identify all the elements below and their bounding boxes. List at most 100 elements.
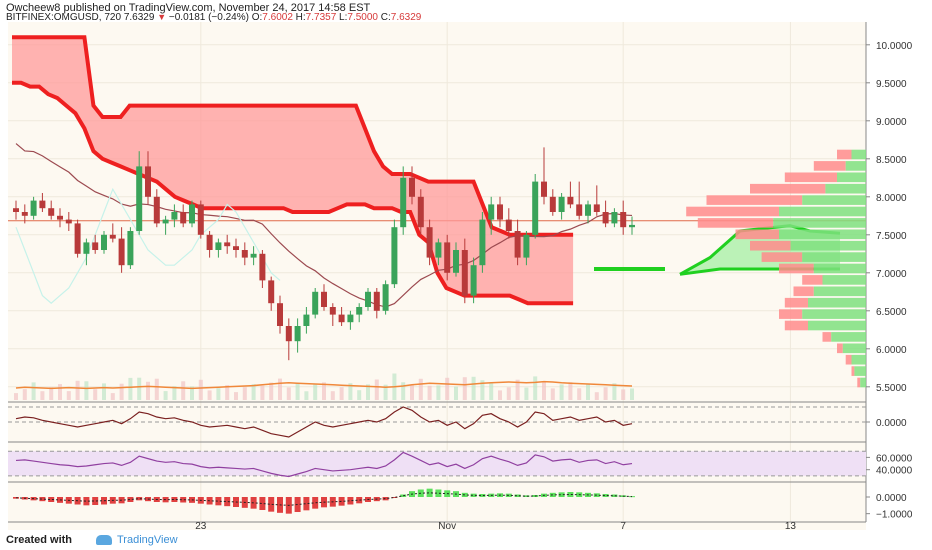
volume-bar bbox=[559, 384, 564, 400]
volume-bar bbox=[630, 388, 634, 400]
volume-bar bbox=[621, 389, 626, 400]
volume-bar bbox=[489, 383, 494, 400]
candle-body bbox=[259, 253, 266, 281]
volume-bar bbox=[84, 381, 89, 400]
profile-bar-up bbox=[837, 172, 866, 183]
volume-bar bbox=[22, 389, 27, 400]
open-label: O: bbox=[251, 12, 263, 23]
volume-bar bbox=[568, 382, 573, 400]
profile-bar-down bbox=[837, 149, 852, 160]
profile-bar-down bbox=[837, 343, 843, 354]
price-change: −0.0181 (−0.24%) bbox=[168, 12, 249, 23]
profile-bar-up bbox=[802, 252, 866, 262]
volume-bar bbox=[172, 386, 177, 400]
profile-bar-down bbox=[750, 240, 791, 251]
high-label: H: bbox=[295, 12, 306, 23]
profile-bar-up bbox=[813, 286, 866, 297]
profile-bar-up bbox=[860, 377, 866, 388]
candle-body bbox=[620, 212, 627, 228]
profile-bar-up bbox=[802, 195, 866, 205]
volume-bar bbox=[154, 378, 159, 400]
candle-body bbox=[567, 196, 574, 205]
candle-body bbox=[285, 326, 292, 342]
histogram-bar bbox=[39, 497, 46, 502]
volume-bar bbox=[515, 379, 520, 400]
tradingview-logo[interactable]: TradingView bbox=[96, 534, 178, 546]
candle-body bbox=[233, 246, 239, 250]
histogram-tick-label: −1.0000 bbox=[876, 510, 913, 521]
volume-bar bbox=[128, 377, 133, 400]
candle-body bbox=[162, 219, 169, 224]
volume-bar bbox=[278, 378, 282, 400]
volume-bar bbox=[207, 390, 212, 400]
volume-bar bbox=[40, 391, 45, 400]
volume-bar bbox=[216, 388, 221, 400]
volume-bar bbox=[603, 387, 608, 400]
time-tick-label: 23 bbox=[195, 521, 207, 530]
histogram-bar bbox=[303, 497, 310, 511]
histogram-bar bbox=[382, 497, 389, 501]
volume-bar bbox=[374, 379, 379, 400]
volume-bar bbox=[418, 378, 423, 400]
histogram-bar bbox=[180, 497, 187, 503]
osc-tick-label: 0.0000 bbox=[876, 418, 907, 429]
histogram-bar bbox=[92, 497, 99, 505]
volume-bar bbox=[322, 382, 326, 400]
price-tick-label: 8.0000 bbox=[876, 193, 907, 204]
histogram-bar bbox=[356, 497, 363, 504]
histogram-bar bbox=[127, 497, 134, 502]
volume-bar bbox=[66, 391, 71, 400]
candle-body bbox=[470, 265, 477, 296]
profile-bar-down bbox=[784, 297, 808, 308]
candle-body bbox=[373, 291, 380, 311]
volume-bar bbox=[410, 385, 414, 400]
volume-bar bbox=[234, 392, 238, 400]
volume-bar bbox=[454, 386, 458, 400]
volume-bar bbox=[75, 380, 80, 400]
histogram-bar bbox=[215, 497, 222, 506]
candle-body bbox=[382, 284, 389, 311]
candle-body bbox=[532, 181, 539, 235]
candle-body bbox=[435, 242, 442, 258]
volume-bar bbox=[49, 387, 54, 400]
volume-bar bbox=[313, 384, 318, 400]
candle-body bbox=[92, 242, 99, 250]
author-name[interactable]: Owcheew8 bbox=[6, 2, 61, 14]
candle-body bbox=[206, 234, 213, 250]
volume-bar bbox=[427, 385, 432, 400]
price-tick-label: 10.0000 bbox=[876, 41, 913, 52]
candle-body bbox=[514, 231, 521, 258]
profile-bar-down bbox=[793, 286, 814, 297]
candle-body bbox=[109, 234, 116, 239]
candle-body bbox=[171, 212, 178, 220]
candle-body bbox=[444, 242, 451, 273]
histogram-bar bbox=[136, 497, 143, 501]
profile-bar-down bbox=[735, 229, 779, 240]
profile-bar-down bbox=[697, 218, 774, 228]
volume-bar bbox=[110, 393, 115, 400]
volume-bar bbox=[366, 384, 370, 400]
volume-pane bbox=[14, 373, 634, 400]
close-value: 7.6329 bbox=[390, 12, 422, 23]
candle-body bbox=[400, 177, 407, 228]
chart-header: Owcheew8 published on TradingView.com, N… bbox=[0, 0, 932, 23]
volume-bar bbox=[181, 381, 186, 400]
profile-bar-down bbox=[761, 252, 803, 262]
volume-bar bbox=[286, 387, 291, 400]
candle-body bbox=[303, 314, 310, 326]
volume-bar bbox=[348, 383, 353, 400]
candle-body bbox=[101, 234, 107, 250]
volume-bar bbox=[594, 392, 599, 400]
candle-body bbox=[127, 231, 134, 266]
profile-bar-up bbox=[802, 309, 866, 319]
close-label: C: bbox=[380, 12, 391, 23]
osc-line bbox=[15, 406, 633, 438]
price-tick-label: 7.5000 bbox=[876, 231, 907, 242]
candle-body bbox=[576, 204, 583, 216]
candle-body bbox=[629, 224, 635, 228]
time-tick-label: Nov bbox=[438, 521, 456, 530]
volume-bar bbox=[533, 376, 538, 400]
chart-area[interactable]: 10.0000 9.5000 9.0000 8.5000 8.0000 7.5000 7.0… bbox=[0, 22, 932, 530]
symbol-label: BITFINEX:OMGUSD, 720 bbox=[6, 12, 122, 23]
cloud-span-b bbox=[12, 80, 574, 306]
